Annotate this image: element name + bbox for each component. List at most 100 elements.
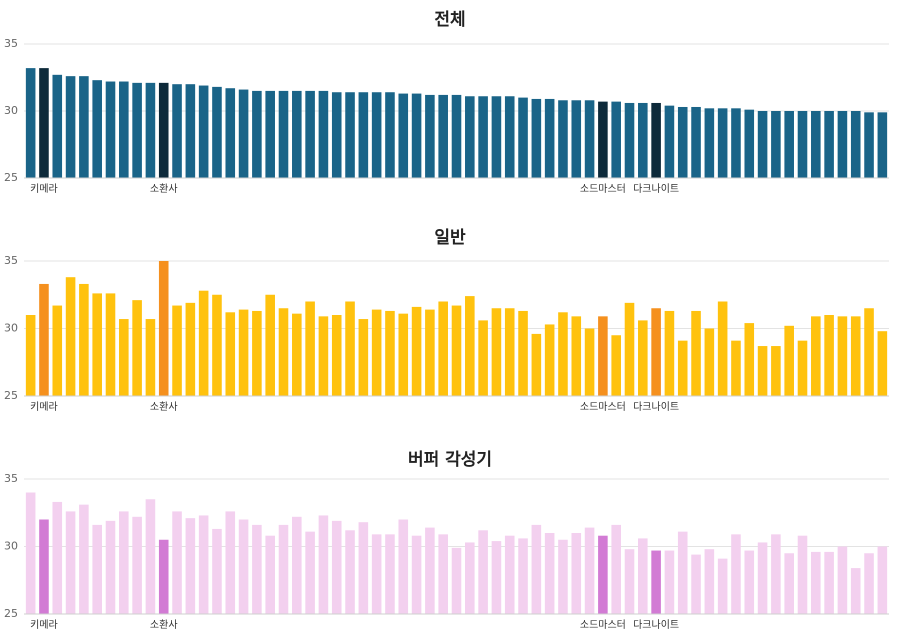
bar [145,499,156,614]
bar [385,534,395,614]
bar [504,535,515,614]
bar [571,533,582,614]
bar [664,105,675,178]
x-tick-label: 키메라 [30,619,58,631]
bar [571,316,582,396]
bar [784,111,794,178]
bar [584,328,595,396]
bar [212,86,222,178]
bar [624,102,635,178]
bar [79,283,89,396]
bar [824,111,834,178]
bar [411,306,422,396]
bar [451,94,462,178]
bar [172,511,182,614]
bar [238,89,249,178]
bar [598,101,608,178]
bar [25,492,36,614]
bar [438,534,448,614]
bar [292,90,302,178]
bar [92,80,102,178]
bar [598,535,608,614]
bar [677,340,688,396]
x-tick-label: 소드마스터 [580,183,626,195]
bar [425,527,435,614]
bar [504,96,515,178]
bar [850,316,861,396]
bar [198,515,209,614]
bar [385,92,395,178]
bar [664,310,675,396]
bar [638,538,648,614]
bar [478,530,488,614]
bar [691,106,701,178]
bar [358,92,369,178]
bar [518,538,528,614]
bar [172,305,182,396]
bar [331,520,342,614]
bar [398,93,409,178]
bar [225,88,236,178]
bar [79,76,89,178]
chart-panel-1: 전체 25 30 35 키메라 소환사 소드마스터 다크나이트 [4,10,889,195]
x-tick-label: 키메라 [30,401,58,413]
bar [837,316,848,396]
bar [664,550,675,614]
bar [398,519,409,614]
bar [864,308,874,396]
bar [717,301,728,396]
bar [132,300,142,396]
bar [784,553,794,614]
bar [824,315,834,396]
bar [158,539,169,614]
bar [278,90,289,178]
bar [731,108,741,178]
bar [677,106,688,178]
bar [52,74,63,178]
bar [119,81,129,178]
bar [598,316,608,396]
bar [172,84,182,178]
bar [225,312,236,396]
bar [398,313,409,396]
bar [145,319,156,396]
x-tick-label: 소환사 [150,619,178,631]
chart-panel-2: 일반 25 30 35 키메라 소환사 소드마스터 다크나이트 [4,228,889,413]
bar [717,558,728,614]
bar [850,568,861,614]
bar [425,309,435,396]
bar [558,100,568,178]
bar [158,82,169,178]
x-tick-label: 키메라 [30,183,58,195]
bar [691,310,701,396]
bar [544,324,555,396]
bar [345,530,355,614]
bar [811,111,821,178]
bar [65,511,76,614]
x-tick-label: 소드마스터 [580,619,626,631]
y-tick-label: 25 [4,171,18,184]
bar [345,301,355,396]
y-tick-label: 35 [4,254,18,267]
bar [371,534,382,614]
bar [345,92,355,178]
bar [92,293,102,396]
chart-title: 일반 [434,228,466,248]
bar [837,111,848,178]
bar [371,309,382,396]
bar [132,516,142,614]
bar [331,315,342,396]
bar [65,76,76,178]
bar [212,528,222,614]
bar [624,549,635,614]
x-tick-label: 다크나이트 [633,619,679,631]
bar [864,112,874,178]
bar [52,305,63,396]
bar [39,68,49,178]
bar [611,101,621,178]
bar [465,542,475,614]
y-tick-label: 25 [4,607,18,620]
bar [39,283,49,396]
x-tick-label: 다크나이트 [633,183,679,195]
bar [52,501,63,614]
